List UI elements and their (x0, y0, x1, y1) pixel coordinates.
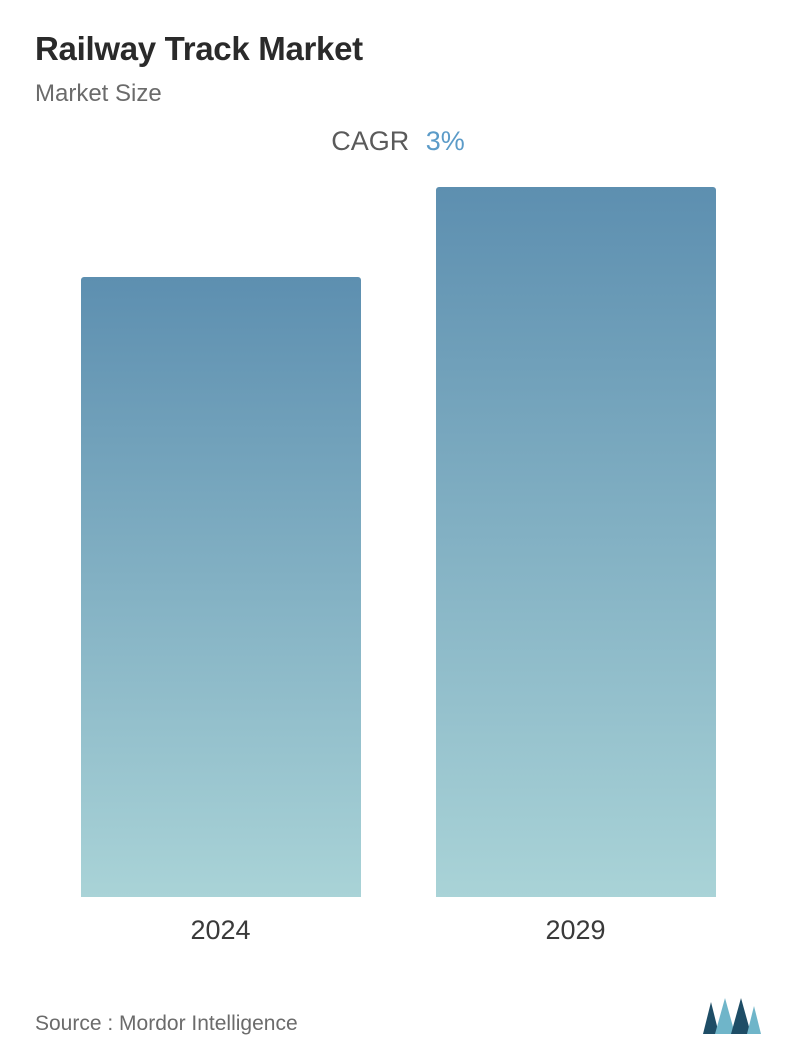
bar-label-1: 2029 (545, 915, 605, 946)
chart-subtitle: Market Size (35, 80, 761, 108)
footer: Source : Mordor Intelligence (35, 988, 761, 1036)
chart-container: Railway Track Market Market Size CAGR 3%… (0, 0, 796, 1034)
chart-title: Railway Track Market (35, 30, 761, 68)
bar-group-0: 2024 (81, 277, 361, 946)
bar-label-0: 2024 (190, 915, 250, 946)
bar-1 (436, 187, 716, 897)
cagr-value: 3% (426, 126, 465, 156)
cagr-row: CAGR 3% (35, 126, 761, 157)
bar-group-1: 2029 (436, 187, 716, 946)
cagr-label: CAGR (331, 126, 409, 156)
source-text: Source : Mordor Intelligence (35, 1012, 298, 1036)
bar-0 (81, 277, 361, 897)
chart-area: 2024 2029 (35, 187, 761, 956)
brand-logo (701, 996, 761, 1036)
